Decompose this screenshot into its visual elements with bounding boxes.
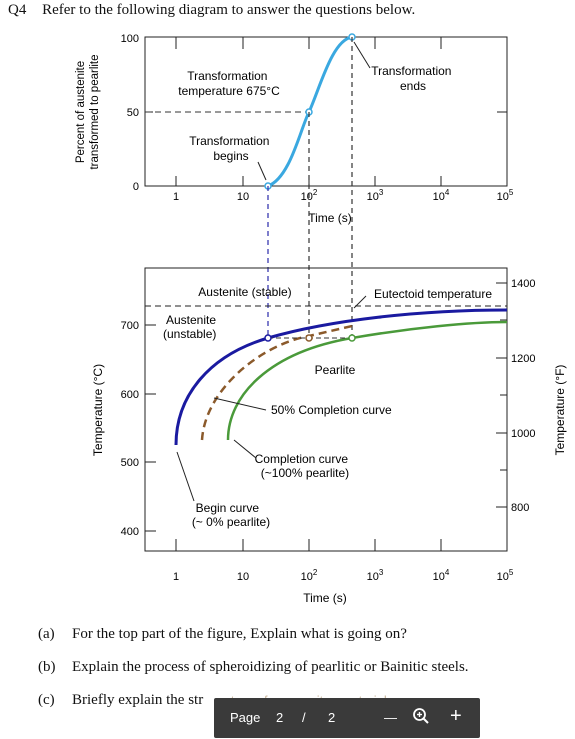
label-eutectoid: Eutectoid temperature: [374, 287, 492, 301]
isotherm-point-begin: [264, 334, 272, 342]
ttt-figure: 100 50 0 1 10 102 103 104 105 Time (s) P…: [75, 33, 567, 605]
bottom-x-ticks: 1 10 102 103 104 105: [173, 568, 514, 583]
top-x-tick: 102: [301, 188, 318, 203]
isotherm-point-half: [305, 334, 313, 342]
top-x-tick: 103: [367, 188, 384, 203]
top-x-tick: 105: [497, 188, 514, 203]
top-x-tick: 104: [433, 188, 450, 203]
zoom-in-icon[interactable]: [412, 707, 430, 728]
bottom-y-label-left: Temperature (°C): [91, 364, 105, 456]
top-y-tick: 50: [127, 107, 139, 119]
top-y-label: Percent of austenite transformed to pear…: [75, 54, 101, 169]
question-text: Briefly explain the str: [72, 692, 204, 708]
label-50-percent: 50% Completion curve: [271, 403, 392, 417]
bottom-x-tick: 10: [237, 571, 249, 583]
top-x-tick: 10: [237, 191, 249, 203]
zoom-out-button[interactable]: —: [384, 710, 397, 725]
question-instruction: Refer to the following diagram to answer…: [42, 2, 416, 18]
question-header: Q4 Refer to the following diagram to ans…: [8, 2, 427, 19]
top-x-ticks: 1 10 102 103 104 105: [173, 188, 514, 203]
annotation-temperature: Transformation temperature 675°C: [178, 69, 280, 98]
add-button[interactable]: +: [450, 705, 462, 727]
bottom-x-label: Time (s): [303, 591, 347, 605]
connector-lines: [267, 37, 353, 338]
bottom-y-label-right: Temperature (°F): [553, 365, 567, 456]
bottom-x-tick: 102: [301, 568, 318, 583]
annotation-begins: Transformation begins: [189, 134, 273, 163]
begin-curve: [174, 308, 508, 446]
page-label: Page: [230, 710, 261, 725]
svg-text:Percent of austenite: Percent of austenite: [75, 61, 87, 163]
question-text: Explain the process of spheroidizing of …: [72, 659, 469, 675]
label-begin: Begin curve (~ 0% pearlite): [192, 501, 270, 529]
bottom-y-tick-left: 500: [121, 457, 139, 469]
top-x-tick: 1: [173, 191, 179, 203]
total-pages: 2: [328, 710, 336, 725]
bottom-y-tick-right: 1400: [511, 278, 535, 290]
bottom-y-tick-right: 1000: [511, 428, 535, 440]
bottom-y-tick-left: 700: [121, 320, 139, 332]
top-y-tick: 0: [133, 181, 139, 193]
isotherm-point-end: [348, 334, 356, 342]
bottom-chart: 700 600 500 400 1400 1200 1000 800 1 10 …: [91, 267, 567, 605]
page-separator: /: [302, 710, 306, 725]
bottom-y-tick-right: 1200: [511, 353, 535, 365]
bottom-y-tick-left: 600: [121, 389, 139, 401]
top-y-tick: 100: [121, 33, 139, 45]
label-austenite-stable: Austenite (stable): [198, 285, 291, 299]
top-chart: 100 50 0 1 10 102 103 104 105 Time (s) P…: [75, 33, 514, 225]
bottom-chart-frame: [144, 267, 508, 552]
question-text: For the top part of the figure, Explain …: [72, 626, 407, 642]
annotation-ends: Transformation ends: [371, 64, 455, 93]
bottom-y-tick-left: 400: [121, 526, 139, 538]
bottom-x-tick: 105: [497, 568, 514, 583]
label-pearlite: Pearlite: [315, 363, 356, 377]
bottom-x-tick: 104: [433, 568, 450, 583]
page-toolbar: Page 2 / 2 — +: [214, 698, 480, 738]
label-completion: Completion curve (~100% pearlite): [255, 452, 352, 480]
bottom-x-tick: 103: [367, 568, 384, 583]
label-austenite-unstable: Austenite (unstable): [163, 313, 219, 341]
question-number: Q4: [8, 2, 27, 18]
top-x-label: Time (s): [308, 211, 352, 225]
svg-text:transformed to pearlite: transformed to pearlite: [89, 54, 101, 169]
question-label: (a): [38, 626, 55, 642]
bottom-x-tick: 1: [173, 571, 179, 583]
question-label: (c): [38, 692, 55, 708]
current-page[interactable]: 2: [276, 710, 284, 725]
bottom-y-tick-right: 800: [511, 502, 529, 514]
question-label: (b): [38, 659, 56, 675]
